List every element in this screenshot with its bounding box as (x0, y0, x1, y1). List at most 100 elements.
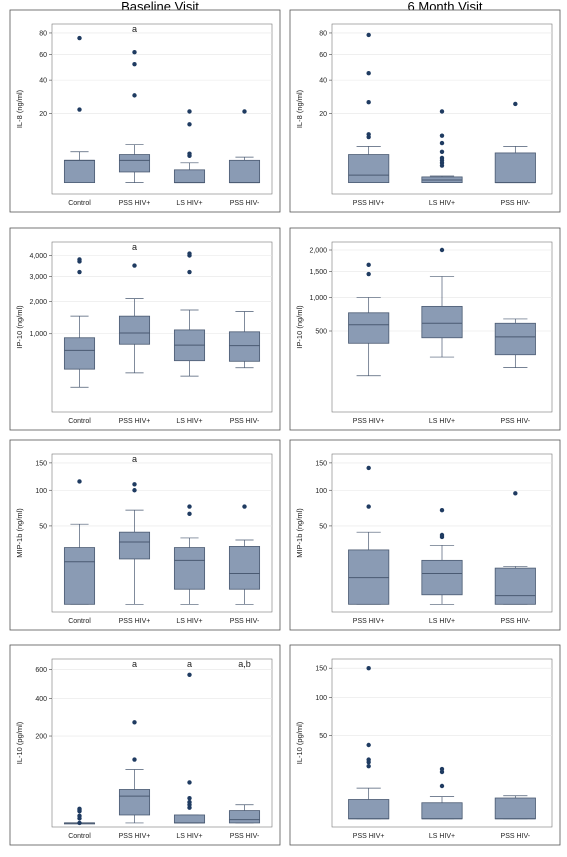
panel-2: 20 40 60 80 IL-8 (ng/ml) PSS HIV+ LS HIV+ PSS H… (289, 9, 561, 213)
x-category-label: PSS HIV- (501, 618, 531, 625)
y-tick-label: 2,000 (309, 248, 327, 255)
y-tick-label: 40 (39, 78, 47, 85)
y-tick-label: 60 (319, 52, 327, 59)
outlier-point (77, 479, 82, 484)
outlier-point (187, 796, 192, 801)
x-category-label: LS HIV+ (429, 200, 455, 207)
x-category-label: Control (68, 418, 91, 425)
box-pss-hiv- (348, 666, 390, 820)
y-tick-label: 100 (35, 488, 47, 495)
outlier-point (366, 32, 371, 38)
y-tick-label: 3,000 (29, 274, 47, 281)
x-category-label: PSS HIV+ (119, 833, 151, 840)
x-category-label: PSS HIV+ (353, 418, 385, 425)
outlier-point (366, 742, 371, 748)
outlier-point (439, 155, 445, 161)
iqr-box (118, 315, 151, 345)
panel-7: 200 400 600 IL-10 (pg/ml) Control a PSS HIV+ a L… (9, 644, 281, 846)
outlier-point (77, 35, 82, 41)
box-control (63, 35, 96, 184)
outlier-point (132, 50, 137, 55)
outlier-point (513, 491, 518, 496)
significance-annotation: a,b (238, 659, 251, 669)
y-tick-label: 400 (35, 696, 47, 703)
box-pss-hiv-: a (118, 24, 151, 183)
x-category-label: Control (68, 200, 91, 207)
x-category-label: LS HIV+ (176, 833, 202, 840)
significance-annotation: a (132, 242, 137, 252)
y-tick-label: 1,000 (29, 331, 47, 338)
y-tick-label: 100 (315, 488, 327, 495)
outlier-point (513, 101, 518, 107)
y-tick-label: 40 (319, 78, 327, 85)
iqr-box (348, 154, 390, 184)
iqr-box (421, 305, 463, 339)
y-axis-label: MIP-1b (ng/ml) (15, 508, 24, 558)
outlier-point (439, 247, 445, 253)
iqr-box (63, 337, 96, 370)
outlier-point (439, 766, 445, 772)
x-category-label: LS HIV+ (176, 200, 202, 207)
outlier-point (187, 122, 192, 127)
outlier-point (187, 672, 192, 677)
x-category-label: LS HIV+ (429, 418, 455, 425)
outlier-point (439, 532, 445, 538)
x-category-label: LS HIV+ (176, 618, 202, 625)
outlier-point (187, 799, 192, 805)
outlier-point (366, 757, 371, 762)
iqr-box (494, 322, 536, 356)
box-pss-hiv-: a,b (228, 659, 261, 824)
outlier-point (366, 666, 371, 671)
y-axis-label: MIP-1b (ng/ml) (295, 508, 304, 558)
iqr-box (494, 567, 536, 605)
y-tick-label: 60 (39, 52, 47, 59)
x-category-label: LS HIV+ (429, 618, 455, 625)
outlier-point (366, 271, 371, 277)
box-control (63, 806, 96, 826)
iqr-box (494, 152, 536, 184)
y-axis-label: IL-10 (pg/ml) (15, 721, 24, 764)
iqr-box (118, 531, 151, 560)
iqr-box (228, 159, 261, 184)
box-pss-hiv- (348, 32, 390, 184)
box-pss-hiv-: a (118, 659, 151, 824)
outlier-point (187, 251, 192, 256)
box-ls-hiv- (173, 504, 206, 605)
box-ls-hiv- (173, 251, 206, 377)
y-tick-label: 50 (319, 733, 327, 740)
iqr-box (63, 547, 96, 605)
significance-annotation: a (132, 454, 137, 464)
box-ls-hiv- (421, 109, 463, 184)
x-category-label: PSS HIV+ (119, 418, 151, 425)
outlier-point (77, 107, 82, 112)
y-axis-label: IL-10 (pg/ml) (295, 721, 304, 764)
box-control (63, 257, 96, 388)
outlier-point (132, 482, 137, 487)
iqr-box (348, 799, 390, 820)
y-tick-label: 600 (35, 667, 47, 674)
x-category-label: PSS HIV- (501, 200, 531, 207)
outlier-point (439, 149, 445, 154)
box-pss-hiv- (494, 318, 536, 368)
iqr-box (173, 169, 206, 184)
outlier-point (187, 511, 192, 517)
outlier-point (366, 504, 371, 509)
iqr-box (118, 154, 151, 173)
outlier-point (77, 269, 82, 275)
y-tick-label: 150 (35, 460, 47, 467)
outlier-point (132, 263, 137, 268)
outlier-point (242, 109, 247, 114)
outlier-point (187, 780, 192, 785)
x-category-label: PSS HIV+ (353, 833, 385, 840)
y-axis-label: IL-8 (ng/ml) (15, 89, 24, 128)
outlier-point (366, 99, 371, 105)
y-tick-label: 50 (319, 523, 327, 530)
x-category-label: PSS HIV+ (119, 200, 151, 207)
plot-area (51, 241, 273, 413)
box-ls-hiv- (421, 507, 463, 605)
iqr-box (173, 814, 206, 824)
panel-1: 20 40 60 80 IL-8 (ng/ml) Control a PSS HIV+ LS H… (9, 9, 281, 213)
y-axis-label: IP-10 (ng/ml) (15, 305, 24, 349)
panel-5: 50 100 150 MIP-1b (ng/ml) Control a PSS HIV+ LS… (9, 439, 281, 631)
